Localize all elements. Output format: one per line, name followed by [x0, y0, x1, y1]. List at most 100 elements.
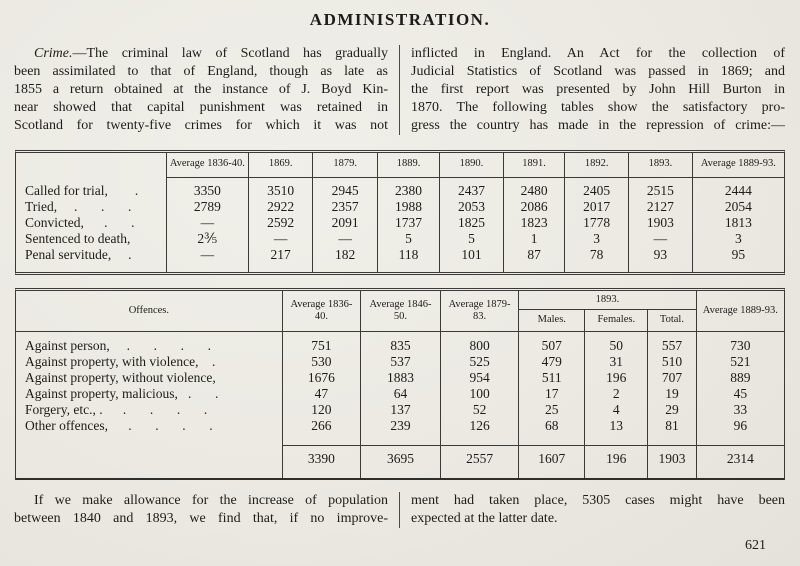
closing-left-column: If we make allowance for the increase of… — [14, 492, 388, 528]
table-cell: 120 — [281, 402, 360, 418]
table-cell: 13 — [584, 418, 647, 445]
table-cell: 93 — [628, 247, 692, 272]
table-cell: 87 — [502, 247, 564, 272]
row-label: Sentenced to death, — [25, 231, 131, 246]
table-cell: 266 — [281, 418, 360, 445]
column-header: 1893. — [628, 153, 692, 178]
table-cell: 126 — [439, 418, 518, 445]
column-header: Males. — [518, 310, 585, 332]
column-header: Females. — [584, 310, 648, 332]
row-label: Against property, malicious, . . — [25, 386, 219, 401]
column-header: Average 1836-40. — [165, 153, 248, 178]
column-header: 1889. — [376, 153, 440, 178]
row-label: Called for trial, . — [25, 183, 139, 198]
table-row: Forgery, etc., . . . . . 120 137 52 25 4… — [16, 402, 784, 418]
text-line: —The criminal law of Scotland has gradua… — [72, 46, 389, 61]
table-cell: 511 — [518, 370, 584, 386]
table-cell: 81 — [647, 418, 695, 445]
table-cell: 96 — [695, 418, 784, 445]
table-cell: 954 — [439, 370, 518, 386]
table-cell: 25 — [518, 402, 584, 418]
table-cell: 835 — [360, 332, 440, 354]
table-cell: 1737 — [376, 215, 439, 231]
text-line: ment had taken place, 5305 cases might h… — [411, 493, 785, 508]
total-cell: 1607 — [518, 445, 585, 478]
table-cell: 510 — [647, 354, 695, 370]
table-cell: 29 — [647, 402, 695, 418]
table-cell: 2091 — [312, 215, 377, 231]
table-cell: 1813 — [691, 215, 784, 231]
row-label: Other offences, . . . . — [25, 418, 213, 433]
table-cell: 1778 — [564, 215, 628, 231]
table-cell: 118 — [376, 247, 439, 272]
table-row: Against property, with violence, . 530 5… — [16, 354, 784, 370]
table-cell: 2 — [584, 386, 647, 402]
intro-paragraphs: Crime.—The criminal law of Scotland has … — [14, 45, 786, 135]
column-header: Average 1889-93. — [691, 153, 784, 178]
table-header-row: Average 1836-40. 1869. 1879. 1889. 1890.… — [16, 153, 784, 178]
page-number: 621 — [745, 538, 766, 553]
table-cell: 800 — [439, 332, 518, 354]
table-cell: 47 — [281, 386, 360, 402]
table-row: Called for trial, . 3350 3510 2945 2380 … — [16, 178, 784, 199]
table-cell: 3350 — [165, 178, 248, 199]
text-line: 1855 a return obtained at the instance o… — [14, 82, 388, 97]
table-cell: 2086 — [502, 199, 564, 215]
table-cell: 1883 — [360, 370, 440, 386]
table-cell: 68 — [518, 418, 584, 445]
text-line: gress the country has made in the repres… — [411, 118, 785, 133]
table-cell: 19 — [647, 386, 695, 402]
table-cell: 521 — [695, 354, 784, 370]
table-cell: 64 — [360, 386, 440, 402]
column-divider — [399, 45, 400, 135]
table-cell: 2017 — [564, 199, 628, 215]
table-cell: 537 — [360, 354, 440, 370]
table-cell: 2480 — [502, 178, 564, 199]
table-cell: 78 — [564, 247, 628, 272]
table-cell: 1903 — [628, 215, 692, 231]
table-cell: 52 — [439, 402, 518, 418]
table-row: Tried, . . . 2789 2922 2357 1988 2053 20… — [16, 199, 784, 215]
column-header: 1890. — [439, 153, 503, 178]
total-cell: 1903 — [647, 445, 696, 478]
table-cell: 33 — [695, 402, 784, 418]
intro-left-column: Crime.—The criminal law of Scotland has … — [14, 45, 388, 135]
column-header: 1891. — [502, 153, 565, 178]
table-cell: 707 — [647, 370, 695, 386]
column-header: 1869. — [247, 153, 313, 178]
table-cell: 889 — [695, 370, 784, 386]
total-cell: 2314 — [695, 445, 784, 478]
closing-right-column: ment had taken place, 5305 cases might h… — [411, 492, 785, 528]
table-cell: — — [312, 231, 377, 247]
table-cell: 101 — [439, 247, 503, 272]
table-cell: 557 — [647, 332, 695, 354]
total-cell: 196 — [584, 445, 648, 478]
table-cell: 2789 — [165, 199, 248, 215]
table-cell: 2380 — [376, 178, 439, 199]
table-cell: 525 — [439, 354, 518, 370]
column-header: 1879. — [312, 153, 377, 178]
table-cell: 2515 — [628, 178, 692, 199]
totals-row: 3390 3695 2557 1607 196 1903 2314 — [16, 445, 784, 478]
row-label: Against property, without violence, — [25, 370, 216, 385]
table-row: Sentenced to death, 2⅗ — — 5 5 1 3 — 3 — [16, 231, 784, 247]
intro-right-column: inflicted in England. An Act for the col… — [411, 45, 785, 135]
column-header: Offences. — [16, 291, 282, 332]
table-cell: 45 — [695, 386, 784, 402]
table-cell: 2945 — [312, 178, 377, 199]
table-cell: — — [165, 215, 248, 231]
offences-table: Offences. Average 1836-40. Average 1846-… — [15, 288, 785, 480]
text-line: 1870. The following tables show the sati… — [411, 100, 785, 115]
table-cell: 730 — [695, 332, 784, 354]
row-label: Tried, . . . — [25, 199, 132, 214]
table-row: Against person, . . . . 751 835 800 507 … — [16, 332, 784, 354]
row-label — [16, 445, 282, 478]
table-row: Penal servitude, . — 217 182 118 101 87 … — [16, 247, 784, 272]
table-cell: 1823 — [502, 215, 564, 231]
table-cell: 2444 — [691, 178, 784, 199]
table-cell: 4 — [584, 402, 647, 418]
table-cell: 530 — [281, 354, 360, 370]
column-header — [16, 153, 166, 178]
table-cell: 3510 — [247, 178, 313, 199]
